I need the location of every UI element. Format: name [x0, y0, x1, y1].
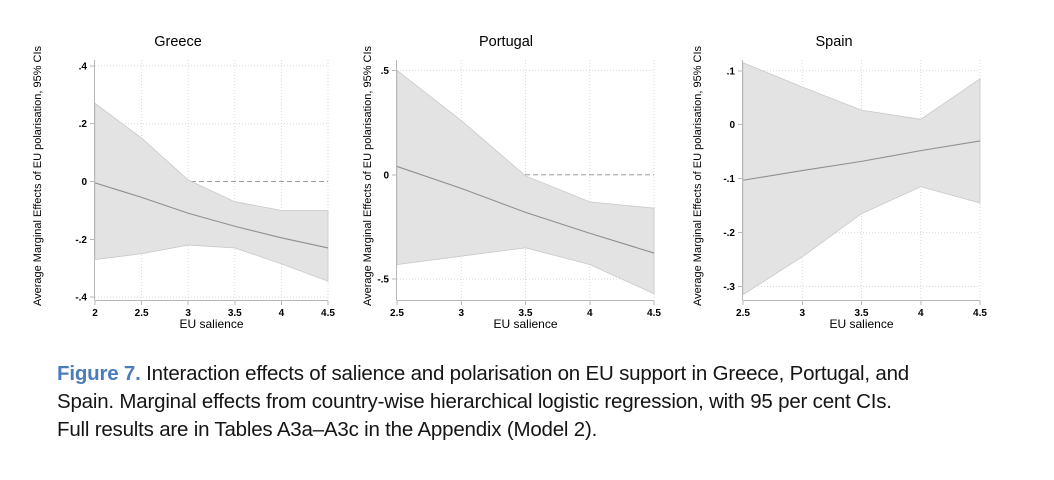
greece-plot: .4 .2 0 -.2 -.4 2 2.5 3 3.5 4 4.5: [75, 60, 335, 318]
caption-line-3: Full results are in Tables A3a–A3c in th…: [57, 418, 598, 441]
x-tick-label: 3.5: [519, 308, 533, 318]
y-tick-label: -.5: [377, 275, 389, 286]
x-tick-label: 4: [918, 308, 924, 318]
x-tick-label: 3: [799, 308, 805, 318]
confidence-band: [94, 102, 329, 282]
x-tick-label: 4: [279, 308, 285, 318]
y-tick-label: -.2: [75, 235, 87, 246]
figure-caption: Figure 7. Interaction effects of salienc…: [57, 360, 1017, 444]
x-axis-title-greece: EU salience: [179, 317, 244, 331]
y-tick-label: 0: [729, 120, 735, 131]
y-axis-title-greece: Average Marginal Effects of EU polarisat…: [32, 45, 44, 307]
y-axis-title-spain: Average Marginal Effects of EU polarisat…: [692, 45, 704, 307]
y-tick-label: 0: [81, 177, 87, 188]
x-tick-label: 4: [587, 308, 593, 318]
x-tick-label: 2.5: [736, 308, 750, 318]
y-tick-label: 0: [383, 170, 389, 181]
x-tick-label: 2: [92, 308, 98, 318]
x-tick-label: 3: [458, 308, 464, 318]
x-tick-label: 4.5: [973, 308, 987, 318]
spain-plot: .1 0 -.1 -.2 -.3 2.5 3 3.5 4 4.5: [723, 60, 987, 318]
x-tick-label: 3.5: [228, 308, 242, 318]
marginal-effect-line: [396, 165, 655, 254]
y-tick-label: .5: [381, 66, 390, 77]
y-axis-title-portugal: Average Marginal Effects of EU polarisat…: [362, 45, 374, 307]
marginal-effect-line: [742, 140, 981, 181]
caption-text-1: Interaction effects of salience and pola…: [140, 362, 909, 385]
caption-line-1: Figure 7. Interaction effects of salienc…: [57, 360, 1017, 388]
y-tick-label: .2: [79, 119, 88, 130]
caption-line-2: Spain. Marginal effects from country-wis…: [57, 390, 892, 413]
confidence-band: [742, 62, 981, 296]
x-axis-title-portugal: EU salience: [493, 317, 558, 331]
x-axis-title-spain: EU salience: [829, 317, 894, 331]
marginal-effect-line: [94, 182, 329, 249]
panel-title-portugal: Portugal: [478, 34, 533, 50]
y-tick-label: .1: [727, 66, 736, 77]
x-tick-label: 4.5: [321, 308, 335, 318]
portugal-plot: .5 0 -.5 2.5 3 3.5 4 4.5: [377, 60, 661, 318]
panel-spain: .1 0 -.1 -.2 -.3 2.5 3 3.5 4 4.5 Spain Average Ma…: [688, 26, 1008, 344]
x-tick-label: 2.5: [135, 308, 149, 318]
x-tick-label: 3.5: [855, 308, 869, 318]
panel-portugal: .5 0 -.5 2.5 3 3.5 4 4.5 Portugal Average Margi…: [358, 26, 678, 344]
x-tick-label: 3: [185, 308, 191, 318]
panel-title-greece: Greece: [154, 34, 202, 50]
y-tick-label: .4: [79, 61, 88, 72]
y-tick-label: -.2: [723, 228, 735, 239]
x-tick-label: 2.5: [390, 308, 404, 318]
panel-title-spain: Spain: [815, 34, 853, 50]
figure-number-label: Figure 7.: [57, 362, 141, 385]
confidence-band: [396, 69, 655, 295]
panel-greece: .4 .2 0 -.2 -.4 2 2.5 3 3.5 4 4.5 Greece Average M…: [28, 26, 348, 344]
y-tick-label: -.3: [723, 282, 735, 293]
y-tick-label: -.4: [75, 293, 87, 304]
x-tick-label: 4.5: [647, 308, 661, 318]
y-tick-label: -.1: [723, 174, 735, 185]
